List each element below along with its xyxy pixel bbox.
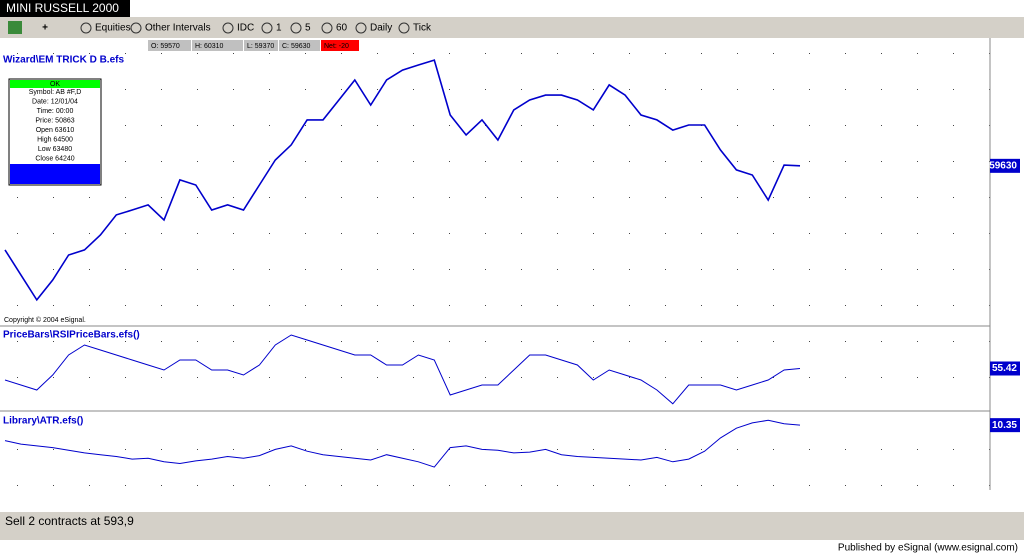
quote-box (279, 40, 320, 51)
ok-button[interactable] (10, 80, 100, 88)
toolbar-button[interactable]: 60 (336, 23, 348, 34)
toolbar-icon (321, 22, 333, 34)
toolbar-icon (261, 22, 273, 34)
plots: 59630 Wizard\EM TRICK D B.efs 55.42 PriceBa… (3, 55, 1020, 468)
data-row: High 64500 (37, 136, 73, 143)
quote-box (244, 40, 278, 51)
toolbar-icon (222, 22, 234, 34)
quote-box (148, 40, 191, 51)
data-row: Low 63480 (38, 146, 72, 153)
quote-value: H: 60310 (195, 43, 224, 50)
series-line (4, 419, 801, 468)
rsi-grid (0, 330, 990, 408)
quote-box (321, 40, 359, 51)
last-value-box (990, 418, 1020, 433)
quote-box (192, 40, 243, 51)
status-bar (0, 540, 1024, 556)
toolbar-icon (130, 22, 142, 34)
toolbar-button[interactable]: 1 (276, 23, 282, 34)
copyright: Copyright © 2004 eSignal. (4, 316, 86, 324)
toolbar-icon (290, 22, 302, 34)
toolbar-icon (398, 22, 410, 34)
quote-strip: O: 59570 H: 60310 L: 59370 C: 59630 Net: -20 (148, 40, 359, 51)
window-title: MINI RUSSELL 2000 (6, 1, 119, 15)
toolbar-icon (80, 22, 92, 34)
toolbar-button[interactable]: 5 (305, 23, 311, 34)
toolbar-items: + Equities Other Intervals IDC 1 5 60 Daily Tick (8, 21, 432, 34)
price-grid (0, 52, 990, 324)
quote-value: C: 59630 (282, 43, 311, 50)
last-value-box (990, 361, 1020, 376)
panel-title: Wizard\EM TRICK D B.efs (3, 55, 124, 66)
toolbar-icon[interactable] (8, 21, 22, 34)
panel-title: PriceBars\RSIPriceBars.efs() (3, 330, 140, 341)
data-row: Open 63610 (36, 127, 75, 134)
message-bar (0, 512, 1024, 540)
data-row: Close 64240 (35, 155, 74, 162)
quote-value: Net: -20 (324, 43, 349, 50)
quote-value: O: 59570 (151, 43, 180, 50)
data-window: OK Symbol: AB #F,D Date: 12/01/04 Time: 00… (8, 78, 102, 186)
series-line (4, 334, 801, 405)
last-value-label: 55.42 (992, 363, 1017, 374)
toolbar-icon[interactable]: + (42, 23, 48, 34)
status: Published by eSignal (www.esignal.com) (838, 543, 1018, 554)
last-value-box (990, 158, 1020, 173)
toolbar-button[interactable]: Tick (413, 23, 432, 34)
ok-label: OK (50, 81, 60, 88)
data-row: Date: 12/01/04 (32, 98, 78, 105)
series-line (4, 59, 801, 302)
data-row: Price: 50863 (35, 117, 74, 124)
last-value-label: 59630 (989, 160, 1017, 171)
study-box (10, 164, 100, 184)
message: Sell 2 contracts at 593,9 (5, 514, 134, 528)
toolbar-button[interactable]: Daily (370, 23, 392, 34)
atr-grid (0, 415, 990, 490)
toolbar-button[interactable]: Equities (95, 23, 131, 34)
data-row: Time: 00:00 (37, 108, 74, 115)
toolbar-icon (355, 22, 367, 34)
last-value-label: 10.35 (992, 420, 1017, 431)
data-row: Symbol: AB #F,D (29, 89, 82, 96)
toolbar-button[interactable]: IDC (237, 23, 254, 34)
toolbar (0, 17, 1024, 38)
panel-title: Library\ATR.efs() (3, 416, 83, 427)
title-strip (0, 0, 1024, 17)
toolbar-button[interactable]: Other Intervals (145, 23, 211, 34)
quote-value: L: 59370 (247, 43, 274, 50)
title-tab[interactable] (0, 0, 130, 17)
